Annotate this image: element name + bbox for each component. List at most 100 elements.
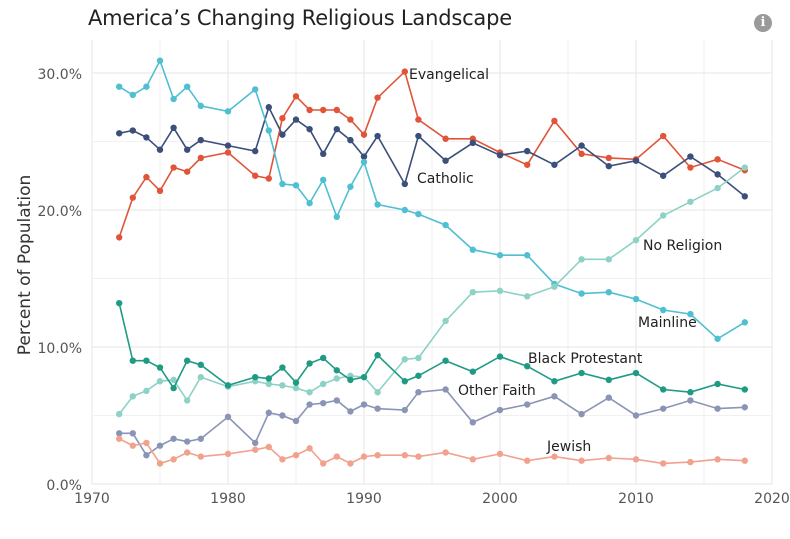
series-line-mainline: [118, 58, 746, 340]
data-point-black-protestant: [347, 376, 354, 384]
data-point-jewish: [224, 450, 232, 458]
data-point-other-faith: [306, 401, 313, 408]
data-point-black-protestant: [279, 364, 286, 371]
data-point-jewish: [197, 453, 204, 460]
data-point-evangelical: [415, 116, 422, 123]
data-point-mainline: [279, 180, 286, 188]
data-point-jewish: [632, 456, 640, 463]
data-point-evangelical: [279, 115, 286, 122]
data-point-other-faith: [170, 435, 177, 442]
data-point-no-religion: [374, 389, 381, 396]
data-point-no-religion: [197, 373, 204, 381]
data-point-no-religion: [184, 397, 191, 404]
data-point-evangelical: [333, 106, 340, 114]
data-point-no-religion: [170, 376, 177, 384]
data-point-other-faith: [320, 399, 327, 407]
data-point-mainline: [360, 158, 368, 166]
data-point-mainline: [184, 83, 191, 90]
data-point-jewish: [687, 458, 694, 466]
data-point-black-protestant: [632, 369, 640, 377]
data-point-black-protestant: [320, 354, 327, 362]
data-point-mainline: [156, 57, 164, 64]
grid-layer: [91, 40, 773, 485]
data-point-mainline: [442, 221, 449, 229]
data-point-mainline: [415, 210, 422, 218]
data-point-black-protestant: [415, 372, 422, 379]
data-point-other-faith: [741, 404, 748, 411]
data-point-jewish: [292, 452, 300, 459]
data-point-evangelical: [714, 156, 721, 163]
data-point-catholic: [415, 132, 422, 140]
data-point-jewish: [578, 457, 585, 464]
data-point-other-faith: [374, 405, 381, 412]
y-axis-label: Percent of Population: [15, 175, 35, 355]
y-tick-label: 10.0%: [38, 341, 82, 357]
data-point-black-protestant: [469, 368, 476, 375]
data-point-catholic: [265, 104, 272, 111]
data-point-mainline: [632, 295, 640, 303]
data-point-other-faith: [347, 408, 354, 415]
data-point-black-protestant: [524, 362, 531, 370]
data-point-other-faith: [632, 412, 640, 419]
data-point-jewish: [469, 456, 476, 463]
data-point-black-protestant: [224, 382, 232, 389]
data-point-catholic: [714, 171, 721, 178]
data-point-other-faith: [360, 401, 368, 408]
data-point-black-protestant: [496, 353, 504, 360]
data-point-no-religion: [660, 212, 667, 219]
data-point-jewish: [551, 453, 558, 460]
data-point-no-religion: [578, 256, 585, 263]
data-point-no-religion: [551, 283, 558, 290]
data-point-other-faith: [279, 412, 286, 419]
data-point-mainline: [714, 335, 721, 342]
data-point-mainline: [320, 176, 327, 184]
data-point-other-faith: [605, 394, 612, 401]
data-point-catholic: [605, 162, 612, 170]
data-point-jewish: [401, 452, 408, 459]
data-point-other-faith: [116, 430, 123, 437]
data-point-catholic: [292, 116, 300, 123]
data-point-mainline: [265, 127, 272, 134]
info-icon[interactable]: i: [754, 14, 772, 32]
data-point-mainline: [374, 201, 381, 208]
data-point-black-protestant: [333, 367, 340, 374]
data-point-jewish: [129, 442, 136, 449]
data-point-black-protestant: [714, 380, 721, 388]
data-point-black-protestant: [170, 384, 177, 392]
data-point-evangelical: [660, 132, 667, 140]
data-point-black-protestant: [660, 386, 667, 393]
data-point-black-protestant: [551, 378, 558, 385]
data-point-evangelical: [116, 234, 123, 241]
data-point-catholic: [660, 172, 667, 179]
series-label-other-faith: Other Faith: [458, 383, 536, 399]
data-point-no-religion: [279, 382, 286, 389]
data-point-evangelical: [224, 149, 232, 156]
data-point-mainline: [741, 319, 748, 326]
data-point-other-faith: [496, 406, 504, 414]
data-point-jewish: [306, 445, 313, 452]
data-point-mainline: [333, 213, 340, 221]
x-tick-label: 2000: [482, 491, 518, 507]
data-point-catholic: [347, 136, 354, 144]
data-point-no-religion: [741, 164, 748, 171]
data-point-catholic: [578, 142, 585, 149]
data-point-jewish: [320, 460, 327, 467]
data-point-no-religion: [496, 287, 504, 295]
data-point-no-religion: [714, 184, 721, 192]
data-point-no-religion: [687, 198, 694, 205]
series-label-jewish: Jewish: [546, 439, 591, 455]
data-point-black-protestant: [741, 386, 748, 393]
data-point-other-faith: [252, 439, 259, 447]
data-point-no-religion: [401, 356, 408, 363]
series-label-catholic: Catholic: [417, 171, 474, 187]
data-point-catholic: [401, 180, 408, 188]
data-point-evangelical: [578, 150, 585, 158]
series-label-black-protestant: Black Protestant: [528, 351, 643, 367]
data-point-jewish: [496, 450, 504, 458]
data-point-jewish: [714, 456, 721, 463]
data-point-catholic: [442, 157, 449, 164]
data-point-mainline: [170, 95, 177, 103]
data-point-jewish: [333, 453, 340, 460]
series-layer: [116, 57, 748, 467]
